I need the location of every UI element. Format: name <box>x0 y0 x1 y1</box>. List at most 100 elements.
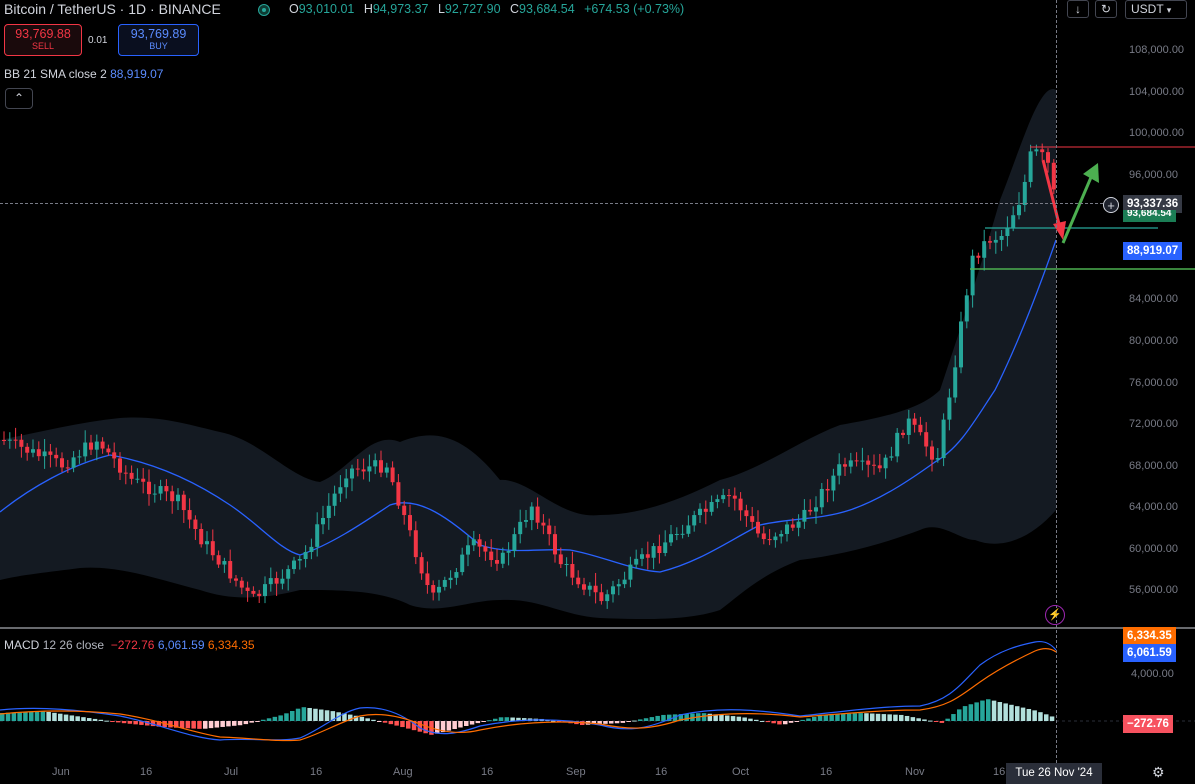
candle-body <box>564 564 569 566</box>
candle-body <box>860 460 865 462</box>
buy-button[interactable]: 93,769.89 BUY <box>118 24 199 56</box>
candle-body <box>883 457 888 469</box>
candle-body <box>721 495 726 500</box>
candle-body <box>495 560 499 564</box>
lightning-icon[interactable]: ⚡ <box>1045 605 1065 625</box>
candle-body <box>431 585 436 593</box>
macd-hist-bar <box>342 713 347 721</box>
red-down-arrow <box>1041 159 1062 229</box>
green-up-arrow <box>1061 174 1094 244</box>
candle-body <box>622 579 627 585</box>
macd-hist-bar <box>301 707 307 721</box>
macd-hist-bar <box>806 718 811 721</box>
currency-select[interactable]: USDT ▾ <box>1125 0 1187 19</box>
macd-hist-bar <box>110 721 115 722</box>
candle-body <box>1011 215 1016 228</box>
macd-hist-bar <box>829 714 834 721</box>
macd-hist-bar <box>69 715 75 721</box>
macd-hist-bar <box>0 713 5 721</box>
time-axis-label: 16 <box>310 766 323 778</box>
candle-body <box>471 539 476 546</box>
macd-hist-bar <box>609 721 614 724</box>
macd-hist-bar <box>1032 710 1037 721</box>
macd-hist-bar <box>707 713 713 721</box>
candle-body <box>785 524 789 534</box>
macd-hist-bar <box>324 710 330 721</box>
time-axis-label: 16 <box>993 766 1006 778</box>
candle-body <box>547 525 552 535</box>
add-alert-plus-icon[interactable]: + <box>1103 197 1119 213</box>
sell-button[interactable]: 93,769.88 SELL <box>4 24 82 56</box>
macd-histogram <box>0 699 1055 735</box>
macd-hist-bar <box>440 721 446 733</box>
macd-legend[interactable]: MACD 12 26 close −272.76 6,061.59 6,334.… <box>4 638 255 652</box>
candle-body <box>500 552 505 564</box>
candle-body <box>286 569 291 579</box>
candle-body <box>732 495 737 499</box>
macd-hist-bar <box>174 721 179 728</box>
macd-hist-bar <box>475 721 481 724</box>
collapse-legend-button[interactable]: ⌃ <box>5 88 33 109</box>
candle-body <box>796 521 801 528</box>
price-axis-tick: 76,000.00 <box>1129 377 1178 389</box>
buy-label: BUY <box>149 41 168 51</box>
candle-body <box>13 439 18 441</box>
candle-body <box>402 505 407 516</box>
candle-body <box>135 478 140 480</box>
bb-band <box>0 89 1056 620</box>
refresh-icon[interactable]: ↻ <box>1095 0 1117 18</box>
macd-hist-bar <box>841 713 846 721</box>
candle-body <box>570 564 575 578</box>
currency-value: USDT <box>1131 2 1164 16</box>
macd-hist-bar <box>394 721 399 726</box>
candle-body <box>176 494 180 502</box>
macd-hist-bar <box>812 717 817 721</box>
candle-body <box>71 457 76 468</box>
bb-legend[interactable]: BB 21 SMA close 2 88,919.07 <box>4 67 163 81</box>
down-arrow-icon[interactable]: ↓ <box>1067 0 1089 18</box>
candle-body <box>239 580 244 588</box>
macd-hist-bar <box>719 714 724 721</box>
candle-body <box>187 510 192 520</box>
candle-body <box>48 451 53 455</box>
macd-hist-bar <box>742 717 747 721</box>
candle-body <box>60 458 64 468</box>
candle-body <box>767 539 772 541</box>
gear-icon[interactable]: ⚙ <box>1152 764 1165 780</box>
macd-hist-bar <box>249 721 254 723</box>
macd-hist-tag: −272.76 <box>1123 715 1173 733</box>
candle-body <box>558 554 563 565</box>
time-axis-label: Nov <box>905 766 925 778</box>
macd-hist-value: −272.76 <box>110 638 155 652</box>
macd-hist-bar <box>121 721 127 724</box>
candle-body <box>593 585 598 593</box>
macd-hist-bar <box>87 718 92 721</box>
candle-body <box>506 551 511 553</box>
bb-price-tag: 88,919.07 <box>1123 242 1183 260</box>
candle-body <box>147 481 151 495</box>
candle-body <box>216 555 221 565</box>
macd-hist-bar <box>498 717 504 721</box>
candle-body <box>419 557 424 574</box>
macd-hist-bar <box>452 721 457 730</box>
candle-body <box>524 520 528 522</box>
candle-body <box>576 577 581 585</box>
candle-body <box>535 506 540 523</box>
candle-body <box>924 432 929 447</box>
candle-body <box>645 554 650 558</box>
macd-line-tag: 6,061.59 <box>1123 644 1176 662</box>
macd-signal-line <box>0 648 1057 742</box>
price-axis-tick: 60,000.00 <box>1129 543 1178 555</box>
candle-body <box>303 551 308 560</box>
macd-hist-bar <box>377 721 382 722</box>
time-axis-label: 16 <box>655 766 668 778</box>
symbol-title[interactable]: Bitcoin / TetherUS · 1D · BINANCE <box>4 1 221 17</box>
macd-hist-bar <box>957 709 962 721</box>
candle-body <box>158 486 163 494</box>
market-status-icon[interactable] <box>258 4 270 16</box>
candle-body <box>663 542 668 554</box>
macd-hist-bar <box>794 721 800 722</box>
candle-body <box>274 578 279 584</box>
candle-body <box>100 441 105 449</box>
